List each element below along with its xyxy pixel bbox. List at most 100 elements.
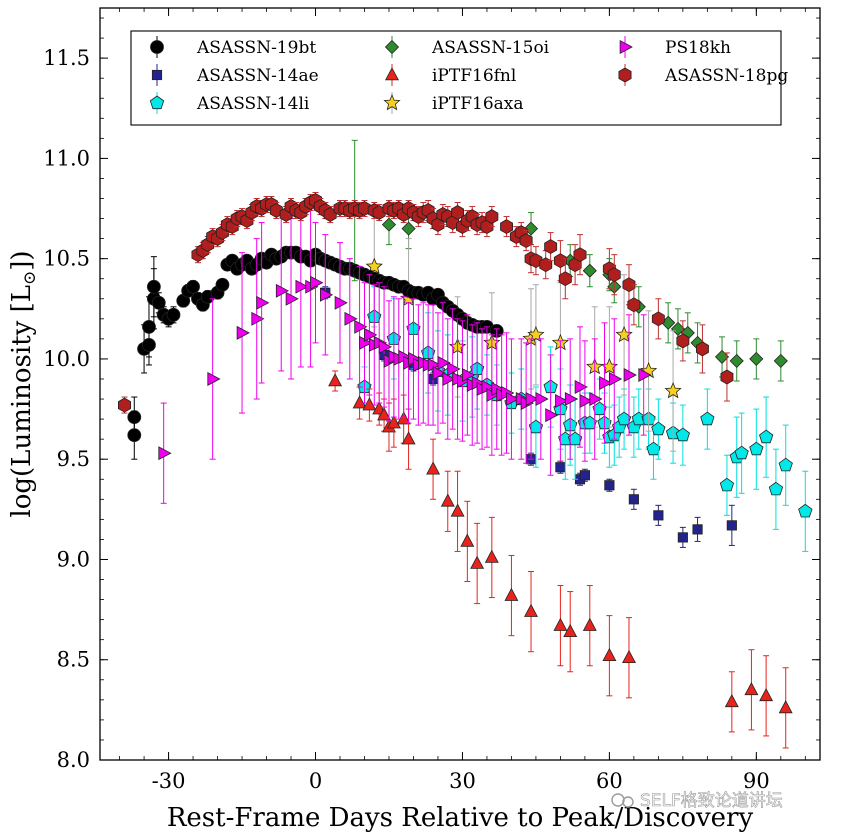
data-point	[734, 445, 749, 460]
data-point	[362, 397, 377, 411]
data-point	[759, 687, 774, 702]
data-point	[623, 368, 637, 382]
legend-entry-asassn-19bt: ASASSN-19bt	[150, 36, 316, 58]
data-point	[504, 587, 519, 601]
data-point	[519, 233, 533, 249]
data-point	[609, 372, 623, 386]
data-point	[440, 493, 455, 507]
plot-frame	[99, 7, 821, 761]
data-point	[523, 221, 539, 236]
data-point	[622, 649, 636, 663]
y-tick-label: 8.0	[57, 748, 90, 772]
data-point	[528, 419, 544, 434]
data-point	[310, 275, 324, 290]
data-point	[470, 555, 485, 569]
x-tick-label: -30	[152, 769, 186, 793]
legend-entry-asassn-14ae: ASASSN-14ae	[151, 64, 319, 86]
data-point	[381, 217, 397, 232]
tick-layer: -30 0 30 60 90 8.0 8.5 9.0 9.5 10.0 10.5 11.0 11.5	[43, 8, 820, 793]
series-asassn-19bt	[127, 245, 504, 460]
data-point	[599, 376, 613, 390]
data-point	[354, 319, 368, 334]
data-point	[460, 533, 475, 547]
data-point	[500, 219, 513, 235]
y-tick-label: 11.0	[43, 146, 90, 170]
data-point	[677, 532, 688, 543]
data-point	[236, 325, 250, 340]
y-tick-label: 11.5	[43, 46, 90, 70]
data-point	[726, 520, 737, 531]
legend-marker	[619, 40, 633, 54]
data-point	[295, 279, 309, 294]
legend-label: ASASSN-14ae	[196, 66, 319, 86]
data-point	[166, 307, 181, 322]
data-point	[778, 457, 793, 472]
data-point	[759, 429, 774, 444]
data-point	[602, 647, 617, 661]
data-point	[729, 353, 744, 368]
legend-entry-ps18kh: PS18kh	[619, 36, 731, 58]
data-point	[118, 397, 132, 413]
data-point	[700, 411, 715, 426]
data-point	[714, 349, 730, 364]
data-point	[401, 431, 416, 445]
legend-entry-asassn-18pg: ASASSN-18pg	[618, 64, 788, 86]
series-ps18kh	[158, 206, 652, 504]
y-tick-label: 8.5	[57, 648, 90, 672]
data-point	[527, 325, 545, 343]
data-point	[582, 415, 597, 430]
data-point	[442, 372, 456, 386]
legend-label: ASASSN-14li	[196, 94, 310, 114]
data-point	[579, 394, 593, 408]
data-point	[749, 441, 764, 456]
data-point	[344, 311, 358, 326]
watermark: SELF格致论道讲坛	[611, 791, 783, 811]
data-point	[158, 446, 172, 461]
data-point	[401, 221, 416, 236]
data-point	[461, 368, 476, 382]
data-point	[604, 480, 615, 491]
y-tick-label: 10.5	[43, 247, 90, 271]
data-point	[724, 693, 739, 708]
x-tick-label: 60	[596, 769, 623, 793]
legend-marker	[149, 95, 165, 110]
data-point	[484, 549, 499, 563]
data-point	[773, 353, 788, 368]
y-axis-title: log(Luminosity [L⊙])	[7, 250, 40, 517]
y-axis-title-sub: ⊙	[20, 271, 40, 285]
data-point	[357, 201, 372, 216]
data-point	[377, 407, 392, 421]
data-point	[555, 394, 569, 408]
data-point	[328, 373, 343, 387]
data-point	[378, 339, 392, 354]
legend-marker	[385, 67, 399, 81]
watermark-text: SELF格致论道讲坛	[640, 791, 783, 811]
data-point	[186, 279, 200, 294]
data-point	[545, 408, 559, 423]
data-point	[592, 401, 607, 416]
data-point	[627, 297, 641, 313]
data-layer	[118, 139, 813, 749]
data-point	[451, 205, 465, 220]
data-point	[269, 203, 283, 218]
x-tick-label: 30	[449, 769, 476, 793]
data-point	[432, 366, 446, 380]
data-point	[319, 287, 334, 302]
data-point	[600, 357, 618, 375]
data-point	[628, 494, 639, 505]
data-point	[553, 617, 568, 631]
data-point	[768, 481, 784, 496]
data-point	[653, 510, 664, 521]
data-point	[574, 380, 588, 394]
legend-marker	[151, 69, 163, 81]
legend-box	[130, 30, 782, 126]
legend-label: ASASSN-15oi	[431, 38, 550, 58]
data-point	[615, 325, 633, 343]
data-point	[676, 333, 690, 349]
data-point	[582, 617, 597, 631]
legend-marker	[618, 67, 632, 83]
x-tick-label: 90	[743, 769, 770, 793]
data-point	[573, 247, 587, 263]
